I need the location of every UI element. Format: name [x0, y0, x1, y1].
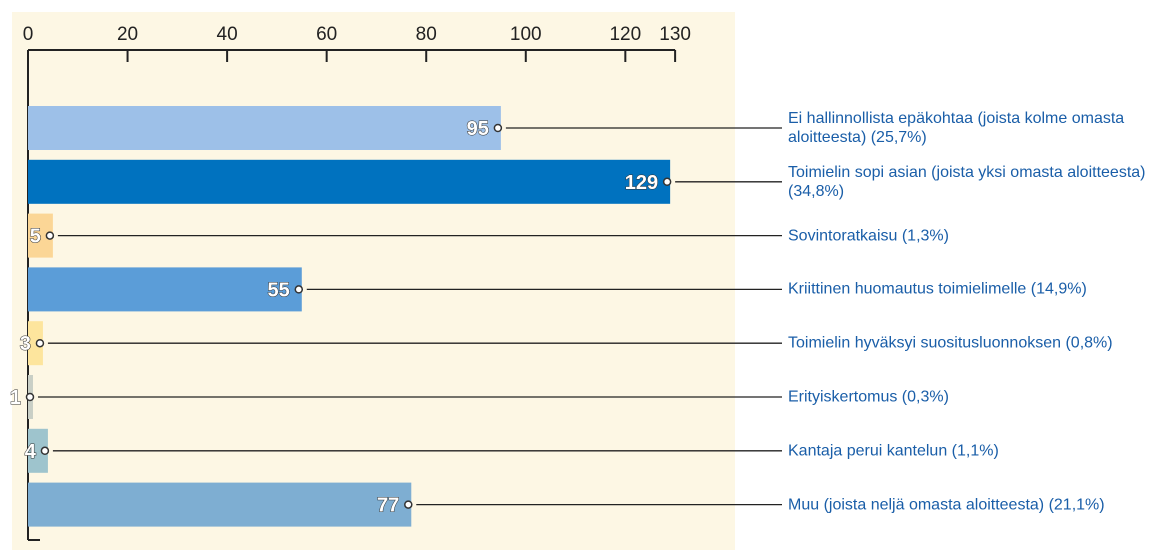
value-label: 129 [625, 172, 658, 194]
value-label: 5 [30, 226, 41, 248]
value-label: 77 [377, 495, 399, 517]
bar [28, 106, 501, 150]
category-label: Erityiskertomus (0,3%) [788, 388, 949, 406]
leader-dot [35, 338, 45, 348]
x-tick-label: 80 [416, 24, 437, 45]
bar [28, 482, 412, 527]
leader-dot [25, 392, 35, 402]
bar [28, 321, 43, 366]
x-tick-label: 0 [23, 24, 34, 45]
x-tick-label: 100 [510, 24, 542, 45]
x-tick-label: 20 [117, 24, 138, 45]
category-label: Sovintoratkaisu (1,3%) [788, 227, 949, 245]
bar [28, 428, 48, 473]
leader-dot [45, 231, 55, 240]
category-label: Kriittinen huomautus toimielimelle (14,9… [788, 280, 1087, 298]
value-label: 1 [10, 387, 21, 409]
bar [28, 267, 302, 312]
x-tick-label: 40 [217, 24, 238, 45]
value-label: 4 [25, 441, 37, 463]
x-tick-label: 120 [609, 24, 641, 45]
bar [28, 159, 671, 204]
leader-dot [493, 123, 503, 133]
value-label: 95 [467, 118, 489, 140]
category-label: Muu (joista neljä omasta aloitteesta) (2… [788, 496, 1105, 514]
leader-dot [404, 500, 413, 509]
leader-dot [662, 177, 672, 187]
x-tick-label: 130 [659, 24, 691, 45]
category-label: Toimielin sopi asian (joista yksi omasta… [788, 163, 1146, 200]
category-label: Toimielin hyväksyi suositusluonnoksen (0… [788, 334, 1113, 352]
value-label: 55 [268, 279, 290, 301]
leader-dot [294, 285, 304, 294]
leader-dot [40, 446, 50, 456]
category-label: Ei hallinnollista epäkohtaa (joista kolm… [788, 110, 1125, 146]
category-label: Kantaja perui kantelun (1,1%) [788, 442, 999, 460]
value-label: 3 [20, 333, 31, 355]
x-tick-label: 60 [316, 24, 337, 45]
